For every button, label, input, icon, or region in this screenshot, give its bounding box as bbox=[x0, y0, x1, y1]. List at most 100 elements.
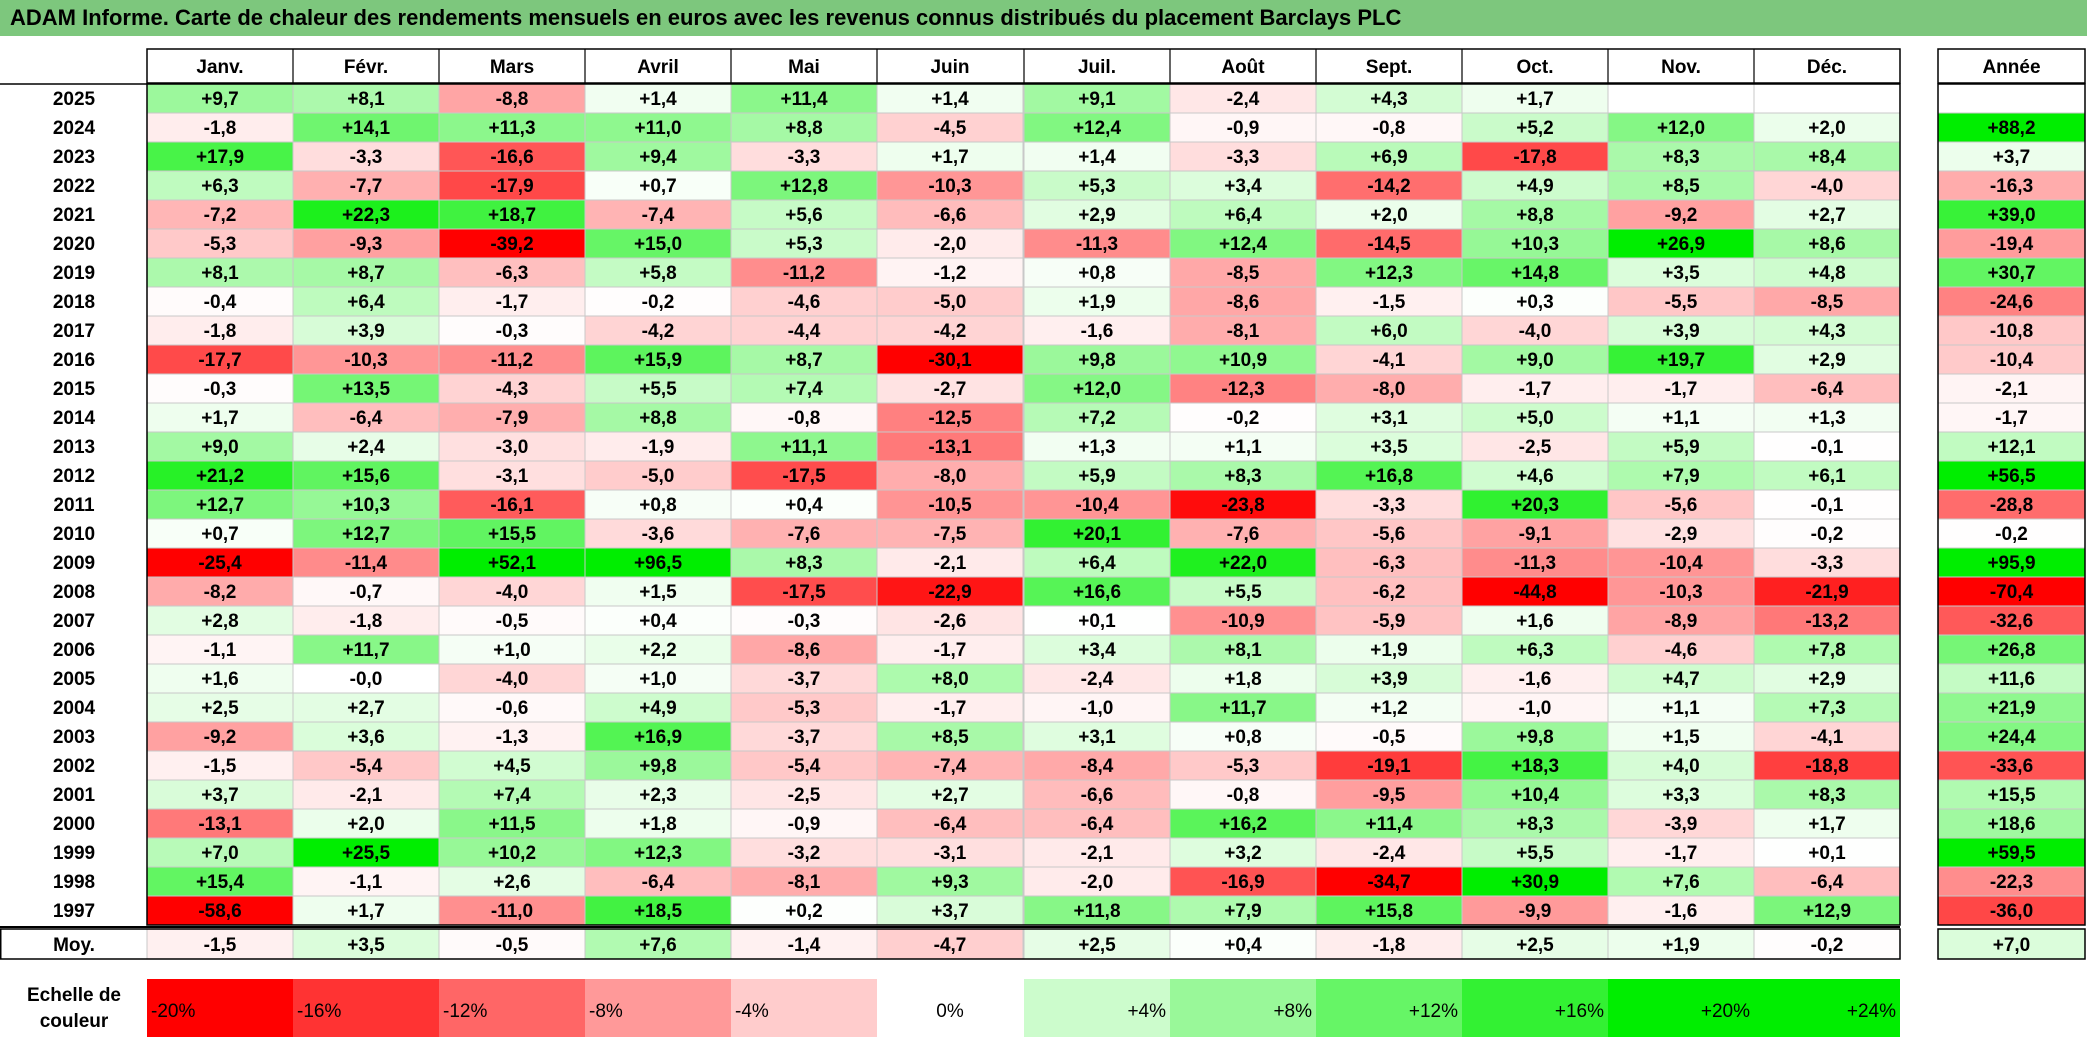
cell-value: -1,7 bbox=[1519, 379, 1552, 400]
heat-cell bbox=[1169, 808, 1317, 839]
heat-cell bbox=[1315, 866, 1463, 897]
cell-value: +2,4 bbox=[347, 437, 385, 458]
heat-cell bbox=[1461, 402, 1609, 433]
heat-cell bbox=[584, 199, 732, 230]
heat-cell bbox=[438, 779, 586, 810]
month-label-7: Juil. bbox=[1078, 57, 1116, 78]
cell-value: +4,3 bbox=[1370, 89, 1408, 110]
heat-cell bbox=[730, 257, 878, 288]
row-year-label: 2015 bbox=[53, 379, 96, 400]
heat-cell bbox=[730, 576, 878, 607]
heat-cell bbox=[1753, 721, 1901, 752]
month-label-10: Oct. bbox=[1517, 57, 1554, 78]
cell-value: -7,4 bbox=[642, 205, 675, 226]
cell-value: +1,1 bbox=[1662, 408, 1700, 429]
heat-cell bbox=[1169, 402, 1317, 433]
cell-value: +1,7 bbox=[1808, 814, 1846, 835]
heat-cell bbox=[876, 663, 1024, 694]
annual-cell bbox=[1937, 750, 2086, 781]
heat-cell bbox=[1169, 518, 1317, 549]
heat-cell bbox=[1753, 663, 1901, 694]
cell-value: +5,8 bbox=[639, 263, 677, 284]
cell-value: +11,4 bbox=[780, 89, 827, 110]
heat-cell bbox=[292, 634, 440, 665]
row-year-label: 2008 bbox=[53, 582, 95, 603]
month-label-3: Mars bbox=[490, 57, 534, 78]
heat-cell bbox=[1753, 257, 1901, 288]
cell-value: +12,8 bbox=[780, 176, 828, 197]
heat-cell bbox=[1023, 663, 1171, 694]
cell-value: +2,0 bbox=[1808, 118, 1846, 139]
heat-cell bbox=[1607, 257, 1755, 288]
cell-value: -3,7 bbox=[788, 669, 821, 690]
annual-value: +56,5 bbox=[1987, 466, 2036, 487]
cell-value: +10,3 bbox=[342, 495, 390, 516]
heat-cell bbox=[584, 808, 732, 839]
cell-value: -1,2 bbox=[934, 263, 967, 284]
cell-value: +16,2 bbox=[1219, 814, 1267, 835]
average-row-border bbox=[0, 928, 1901, 960]
annual-value: +59,5 bbox=[1987, 843, 2036, 864]
cell-value: +15,5 bbox=[488, 524, 537, 545]
cell-value: -10,3 bbox=[344, 350, 387, 371]
scale-swatch bbox=[585, 979, 731, 1037]
cell-value: +8,0 bbox=[931, 669, 969, 690]
cell-value: -4,0 bbox=[1519, 321, 1552, 342]
cell-value: +1,7 bbox=[1516, 89, 1554, 110]
heat-cell bbox=[1169, 228, 1317, 259]
cell-value: -11,3 bbox=[1076, 234, 1118, 255]
cell-value: -13,1 bbox=[928, 437, 972, 458]
cell-value: -1,1 bbox=[204, 640, 237, 661]
cell-value: -6,3 bbox=[1373, 553, 1406, 574]
heat-cell bbox=[1023, 547, 1171, 578]
cell-value: -8,0 bbox=[934, 466, 967, 487]
cell-value: -1,0 bbox=[1081, 698, 1114, 719]
scale-swatch bbox=[1170, 979, 1316, 1037]
annual-value: +3,7 bbox=[1993, 147, 2031, 168]
cell-value: -1,5 bbox=[1373, 292, 1406, 313]
heat-cell bbox=[1753, 141, 1901, 172]
heat-cell bbox=[584, 286, 732, 317]
cell-value: +16,9 bbox=[634, 727, 682, 748]
heat-cell bbox=[438, 257, 586, 288]
heat-cell bbox=[146, 460, 294, 491]
cell-value: -5,0 bbox=[642, 466, 675, 487]
cell-value: -14,2 bbox=[1367, 176, 1410, 197]
cell-value: +6,9 bbox=[1370, 147, 1408, 168]
cell-value: -6,4 bbox=[934, 814, 967, 835]
heat-cell bbox=[1607, 866, 1755, 897]
heat-cell bbox=[438, 750, 586, 781]
heat-cell bbox=[1607, 431, 1755, 462]
heat-cell bbox=[730, 779, 878, 810]
heat-cell bbox=[584, 547, 732, 578]
cell-value: -5,4 bbox=[788, 756, 821, 777]
heat-cell bbox=[292, 431, 440, 462]
cell-value: -7,9 bbox=[496, 408, 529, 429]
cell-value: -17,7 bbox=[198, 350, 241, 371]
heat-cell bbox=[1753, 431, 1901, 462]
cell-value: -0,8 bbox=[1373, 118, 1406, 139]
cell-value: +16,6 bbox=[1073, 582, 1121, 603]
row-year-label: 2000 bbox=[53, 814, 95, 835]
heat-cell bbox=[584, 460, 732, 491]
row-year-label: 2022 bbox=[53, 176, 95, 197]
heat-cell bbox=[584, 866, 732, 897]
average-cell bbox=[876, 928, 1024, 960]
heat-cell bbox=[730, 663, 878, 694]
annual-cell bbox=[1937, 170, 2086, 201]
heat-cell bbox=[1461, 112, 1609, 143]
cell-value: +12,0 bbox=[1073, 379, 1121, 400]
cell-value: -17,5 bbox=[782, 582, 826, 603]
heat-cell bbox=[730, 431, 878, 462]
cell-value: +8,7 bbox=[347, 263, 385, 284]
cell-value: +12,3 bbox=[1365, 263, 1413, 284]
cell-value: +5,9 bbox=[1078, 466, 1116, 487]
cell-value: -10,4 bbox=[1075, 495, 1119, 516]
heat-cell bbox=[1461, 866, 1609, 897]
heat-cell bbox=[292, 402, 440, 433]
cell-value: -8,9 bbox=[1665, 611, 1698, 632]
cell-value: -5,3 bbox=[1227, 756, 1260, 777]
cell-value: -0,3 bbox=[788, 611, 821, 632]
cell-value: +1,1 bbox=[1224, 437, 1262, 458]
cell-value: +6,4 bbox=[347, 292, 385, 313]
